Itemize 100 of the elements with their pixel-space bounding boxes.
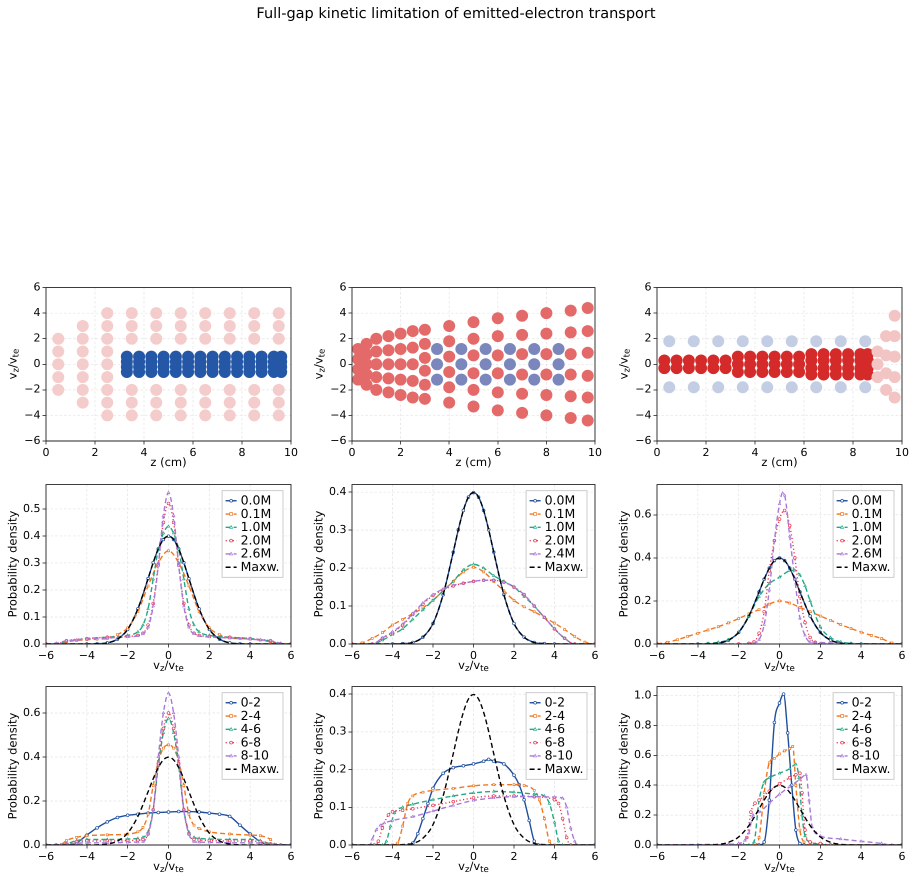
legend-label: 2.0M [240,532,272,548]
legend-label: Maxw. [544,761,584,776]
x-tick-label: 2 [510,850,518,863]
x-tick-label: −2 [424,648,442,662]
legend-label: 2-4 [544,708,566,723]
legend-label: 8-10 [852,748,880,763]
legend-label: 6-8 [852,734,872,750]
y-tick-label: 0.3 [329,523,346,536]
y-tick-label: −2 [635,382,652,396]
legend-label: Maxw. [240,559,280,574]
y-tick-label: 0.0 [634,636,652,650]
x-tick-label: 6 [800,446,808,459]
legend-label: 0.0M [240,492,272,508]
legend-label: 0.0M [852,492,882,508]
y-tick-label: 0.2 [23,794,40,807]
y-tick-label: 6 [34,280,40,294]
legend-label: 0.1M [544,506,576,521]
legend-label: 0.0M [544,492,576,508]
x-tick-label: −4 [690,648,706,662]
y-tick-label: 4 [34,306,40,320]
x-tick-label: 6 [288,850,294,863]
x-tick-label: 8 [238,446,246,459]
x-tick-label: 6 [898,648,906,662]
y-axis-title: Probability density [312,510,326,618]
y-tick-label: 6 [644,280,652,294]
x-tick-label: −4 [78,850,95,863]
y-axis-title: Probability density [312,712,326,819]
legend-label: 0-2 [852,694,872,710]
x-tick-label: 0 [654,446,660,459]
y-tick-label: 4 [340,306,346,320]
y-tick-label: 0.6 [23,706,40,719]
y-tick-label: 0.0 [329,838,346,851]
chart-title: Full-gap kinetic limitation of emitted-electron transport [256,6,656,23]
x-tick-label: −4 [690,850,706,863]
y-tick-label: −2 [330,382,346,396]
legend-label: Maxw. [240,761,280,776]
x-tick-label: −2 [120,648,136,662]
x-tick-label: 8 [542,446,550,459]
x-tick-label: 4 [246,648,254,662]
y-tick-label: 0.2 [634,594,652,607]
x-tick-label: −4 [384,850,401,863]
x-axis-title: z (cm) [761,455,798,469]
y-tick-label: −4 [330,408,346,422]
legend-label: Maxw. [544,559,584,574]
legend-label: 6-8 [544,734,566,750]
x-tick-label: 4 [446,446,453,459]
y-tick-label: 0.4 [329,485,346,498]
y-tick-label: 0.2 [329,560,346,574]
y-tick-label: 0.1 [329,800,346,814]
y-tick-label: 0.6 [634,748,652,762]
legend-label: Maxw. [852,761,891,776]
y-tick-label: 0.8 [634,718,652,732]
y-tick-label: 0.0 [23,838,40,851]
y-tick-label: 0.5 [23,502,40,515]
legend-label: 2.4M [544,546,576,561]
x-tick-label: 6 [592,850,598,863]
x-tick-label: 2 [816,648,824,662]
y-tick-label: 0 [34,357,40,370]
x-tick-label: 8 [850,446,856,459]
x-tick-label: 6 [494,446,502,459]
y-axis-title: Probability density [6,712,20,819]
legend-label: Maxw. [852,559,891,574]
legend-label: 4-6 [544,721,566,736]
y-tick-label: 0.3 [329,724,346,738]
legend-label: 2.6M [852,546,882,561]
x-tick-label: −4 [78,648,95,662]
y-tick-label: 0.4 [634,778,652,792]
y-tick-label: 0.4 [23,750,40,763]
y-tick-label: 4 [644,306,652,320]
x-tick-label: 6 [592,648,598,662]
y-tick-label: 0 [340,357,346,370]
x-tick-label: 2 [206,850,213,863]
x-tick-label: 10 [588,446,602,459]
x-tick-label: 6 [898,850,906,863]
x-tick-label: 4 [858,850,865,863]
legend-label: 2.6M [240,546,272,561]
x-tick-label: 2 [702,446,710,459]
x-tick-label: −2 [424,850,442,863]
x-tick-label: 4 [140,446,148,459]
x-tick-label: 4 [246,850,254,863]
legend-label: 2-4 [240,708,262,723]
y-axis-title: Probability density [616,712,630,819]
y-tick-label: −2 [24,382,40,396]
y-tick-label: 0.2 [329,762,346,776]
x-tick-label: 4 [858,648,865,662]
y-tick-label: 0.1 [329,598,346,612]
legend-label: 0-2 [544,694,566,710]
y-tick-label: 0.3 [23,556,40,569]
legend-label: 0.1M [240,506,272,521]
x-tick-label: 6 [190,446,196,459]
legend-label: 1.0M [240,519,272,534]
legend-label: 2.0M [852,532,882,548]
x-tick-label: 2 [397,446,404,459]
y-tick-label: 0.2 [23,582,40,596]
y-tick-label: 2 [340,332,346,345]
x-tick-label: 6 [288,648,294,662]
x-tick-label: 10 [284,446,298,459]
legend-label: 0-2 [240,694,262,710]
y-tick-label: −4 [24,408,40,422]
x-axis-title: z (cm) [150,455,187,469]
